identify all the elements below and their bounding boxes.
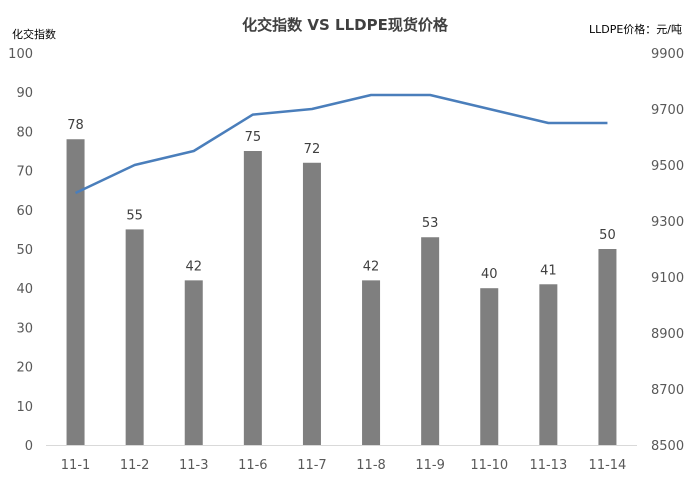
right-tick-label: 9900 [651, 47, 684, 62]
x-tick-label: 11-3 [179, 458, 209, 473]
bar-series [66, 139, 617, 446]
x-tick-label: 11-13 [529, 458, 567, 473]
left-axis-label: 化交指数 [12, 27, 56, 41]
bar [125, 229, 144, 445]
left-tick-label: 40 [16, 282, 33, 297]
bar [184, 280, 203, 445]
left-tick-label: 70 [16, 165, 33, 180]
x-tick-label: 11-6 [238, 458, 268, 473]
left-tick-label: 50 [16, 243, 33, 258]
bar [480, 288, 499, 445]
x-tick-label: 11-7 [297, 458, 327, 473]
x-tick-label: 11-1 [61, 458, 91, 473]
bar [243, 151, 262, 445]
right-axis: 8500 8700 8900 9100 9300 9500 9700 9900 [651, 47, 684, 454]
bar-value-label: 78 [67, 118, 84, 133]
right-tick-label: 8900 [651, 327, 684, 342]
bar-value-label: 72 [304, 142, 321, 157]
bar [539, 284, 558, 445]
right-tick-label: 8500 [651, 439, 684, 454]
left-tick-label: 30 [16, 321, 33, 336]
bar [66, 139, 85, 446]
bar-value-label: 40 [481, 267, 498, 282]
bar-value-label: 55 [126, 208, 143, 223]
bar [598, 249, 617, 445]
bar-value-label: 53 [422, 216, 439, 231]
right-tick-label: 9500 [651, 159, 684, 174]
x-tick-label: 11-9 [415, 458, 445, 473]
bar-data-labels: 78 55 42 75 72 42 53 40 41 50 [67, 118, 615, 282]
left-tick-label: 60 [16, 204, 33, 219]
left-tick-label: 90 [16, 86, 33, 101]
right-tick-label: 8700 [651, 383, 684, 398]
bar [421, 237, 440, 445]
line-series [75, 93, 608, 195]
left-tick-label: 10 [16, 400, 33, 415]
x-tick-label: 11-14 [589, 458, 627, 473]
x-tick-label: 11-10 [470, 458, 508, 473]
left-tick-label: 20 [16, 361, 33, 376]
right-tick-label: 9100 [651, 271, 684, 286]
left-axis: 0 10 20 30 40 50 60 70 80 90 100 [8, 47, 33, 454]
x-tick-label: 11-8 [356, 458, 386, 473]
right-tick-label: 9700 [651, 103, 684, 118]
left-tick-label: 80 [16, 125, 33, 140]
bar-value-label: 42 [363, 259, 380, 274]
right-tick-label: 9300 [651, 215, 684, 230]
bar [362, 280, 381, 445]
x-axis: 11-1 11-2 11-3 11-6 11-7 11-8 11-9 11-10 11-13 11… [46, 445, 637, 473]
bar [302, 162, 321, 445]
bar-value-label: 41 [540, 263, 557, 278]
left-tick-label: 0 [25, 439, 33, 454]
price-line [75, 93, 608, 195]
bar-value-label: 42 [185, 259, 202, 274]
right-axis-label: LLDPE价格：元/吨 [589, 22, 682, 36]
left-tick-label: 100 [8, 47, 33, 62]
bar-value-label: 50 [599, 228, 616, 243]
x-tick-label: 11-2 [120, 458, 150, 473]
chart-title: 化交指数 VS LLDPE现货价格 [242, 16, 449, 34]
bar-value-label: 75 [245, 130, 262, 145]
